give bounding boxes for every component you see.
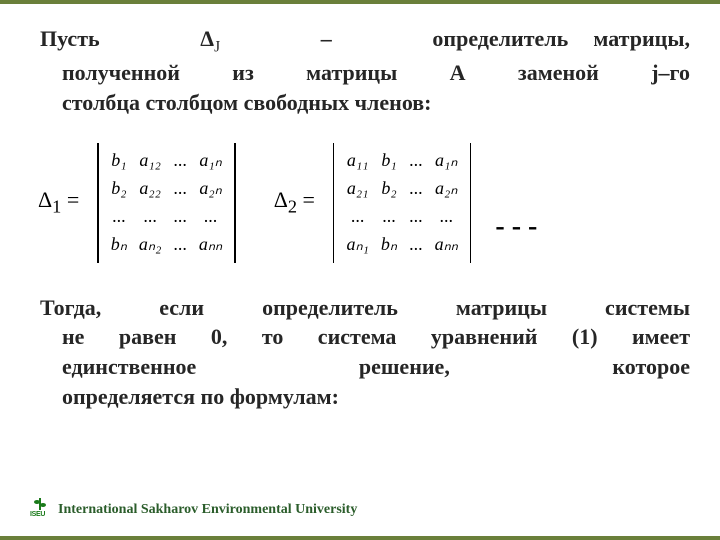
trailing-dots: - - - <box>489 211 537 263</box>
concl-line-1: Тогда, если определитель матрицы системы <box>40 293 690 323</box>
intro-line-3: столбца столбцом свободных членов: <box>40 88 690 118</box>
iseu-logo-icon: ISEU <box>30 498 50 522</box>
footer: ISEU International Sakharov Environmenta… <box>30 498 357 522</box>
intro-word-opredelitel: определитель матрицы, <box>432 26 690 51</box>
intro-line-2: полученной из матрицы А заменой j–го <box>40 58 690 88</box>
matrix-cell: b₂ <box>105 175 133 203</box>
matrix-1: b₁a₁₂...a₁ₙb₂a₂₂...a₂ₙ............bₙaₙ₂.… <box>99 143 234 263</box>
matrix-cell: b₂ <box>375 175 403 203</box>
intro-delta: ΔJ <box>200 26 220 51</box>
matrix-cell: aₙₙ <box>193 231 228 259</box>
matrix-cell: b₁ <box>375 147 403 175</box>
matrix-cell: ... <box>340 203 374 231</box>
concl-line-3: единственное решение, которое <box>40 352 690 382</box>
det-bar-right <box>234 143 236 263</box>
matrix-cell: ... <box>167 203 193 231</box>
math-row: Δ1 = b₁a₁₂...a₁ₙb₂a₂₂...a₂ₙ............b… <box>30 143 690 263</box>
matrix-cell: ... <box>167 231 193 259</box>
matrix-cell: aₙₙ <box>429 231 464 259</box>
concl-line-4: определяется по формулам: <box>40 382 690 412</box>
determinant-2: a₁₁b₁...a₁ₙa₂₁b₂...a₂ₙ............aₙ₁bₙ.… <box>333 143 471 263</box>
matrix-cell: ... <box>403 175 429 203</box>
intro-dash: – <box>321 26 332 51</box>
matrix-cell: ... <box>375 203 403 231</box>
slide: Пусть ΔJ – определитель матрицы, получен… <box>0 0 720 540</box>
matrix-cell: a₁₁ <box>340 147 374 175</box>
det-bar-right <box>470 143 472 263</box>
matrix-cell: a₁ₙ <box>429 147 464 175</box>
matrix-cell: bₙ <box>105 231 133 259</box>
matrix-cell: ... <box>105 203 133 231</box>
intro-word-pust: Пусть <box>40 26 100 51</box>
matrix-cell: ... <box>403 147 429 175</box>
matrix-cell: a₂ₙ <box>193 175 228 203</box>
delta-2-label: Δ2 = <box>274 187 315 217</box>
intro-paragraph: Пусть ΔJ – определитель матрицы, получен… <box>30 24 690 118</box>
matrix-cell: a₁ₙ <box>193 147 228 175</box>
matrix-cell: bₙ <box>375 231 403 259</box>
intro-line-1: Пусть ΔJ – определитель матрицы, <box>40 24 690 58</box>
determinant-1: b₁a₁₂...a₁ₙb₂a₂₂...a₂ₙ............bₙaₙ₂.… <box>97 143 235 263</box>
matrix-cell: ... <box>403 231 429 259</box>
matrix-cell: ... <box>167 175 193 203</box>
delta-1-label: Δ1 = <box>38 187 79 217</box>
matrix-cell: ... <box>193 203 228 231</box>
conclusion-paragraph: Тогда, если определитель матрицы системы… <box>30 293 690 412</box>
matrix-cell: aₙ₂ <box>133 231 167 259</box>
matrix-cell: a₂₁ <box>340 175 374 203</box>
matrix-2: a₁₁b₁...a₁ₙa₂₁b₂...a₂ₙ............aₙ₁bₙ.… <box>334 143 469 263</box>
matrix-cell: a₂₂ <box>133 175 167 203</box>
matrix-cell: a₁₂ <box>133 147 167 175</box>
matrix-cell: ... <box>429 203 464 231</box>
matrix-cell: ... <box>403 203 429 231</box>
matrix-cell: ... <box>133 203 167 231</box>
matrix-cell: ... <box>167 147 193 175</box>
matrix-cell: aₙ₁ <box>340 231 374 259</box>
footer-org: International Sakharov Environmental Uni… <box>58 502 357 518</box>
matrix-cell: b₁ <box>105 147 133 175</box>
matrix-cell: a₂ₙ <box>429 175 464 203</box>
concl-line-2: не равен 0, то система уравнений (1) име… <box>40 322 690 352</box>
